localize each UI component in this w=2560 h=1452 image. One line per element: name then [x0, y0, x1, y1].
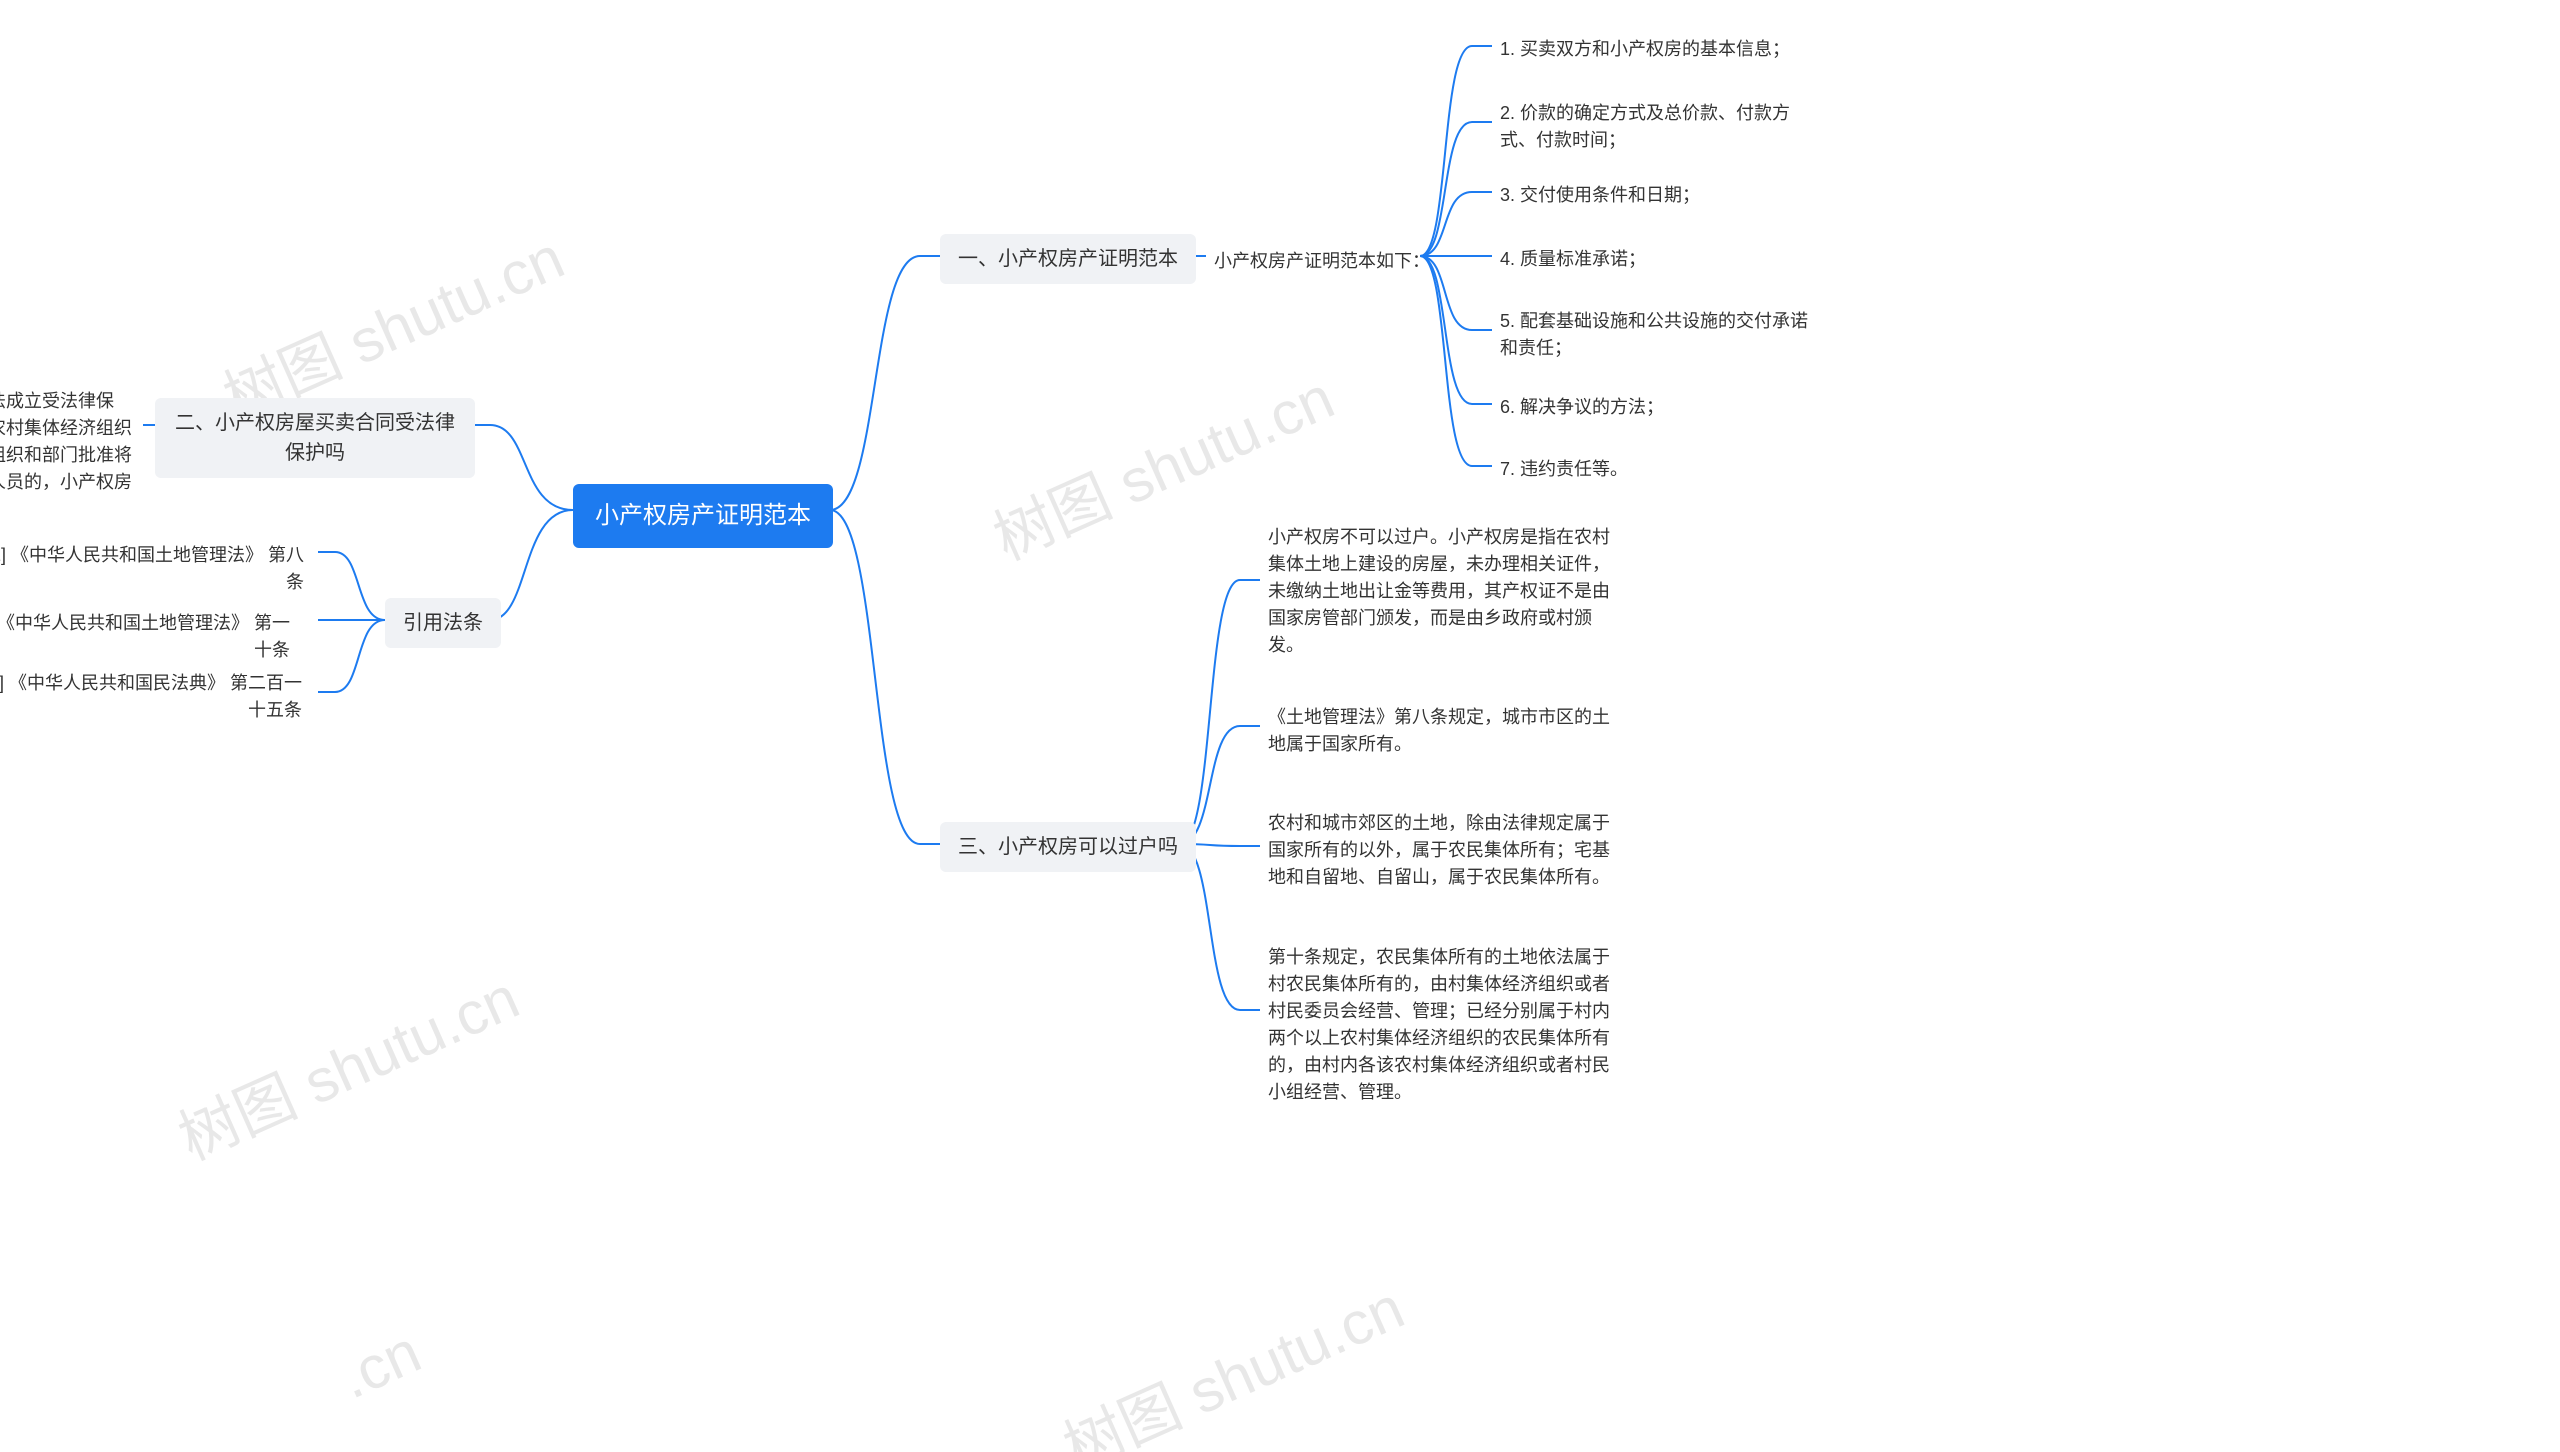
branch-section-1[interactable]: 一、小产权房产证明范本 — [940, 234, 1196, 284]
branch-label: 一、小产权房产证明范本 — [958, 248, 1178, 270]
branch-label: 二、小产权房屋买卖合同受法律保护吗 — [175, 412, 455, 464]
citation-item: [3] 《中华人民共和国民法典》 第二百一十五条 — [0, 666, 310, 728]
section-3-item: 第十条规定，农民集体所有的土地依法属于村农民集体所有的，由村集体经济组织或者村民… — [1260, 940, 1620, 1110]
branch-citations[interactable]: 引用法条 — [385, 598, 501, 648]
section-1-item: 6. 解决争议的方法； — [1492, 390, 1672, 425]
watermark: .cn — [329, 1317, 430, 1413]
section-2-text: 小产权房屋买卖合同依法成立受法律保护。发生在本乡范围内农村集体经济组织成员之间的… — [0, 384, 140, 527]
section-1-item: 4. 质量标准承诺； — [1492, 242, 1654, 277]
section-1-item: 3. 交付使用条件和日期； — [1492, 178, 1708, 213]
branch-label: 三、小产权房可以过户吗 — [958, 836, 1178, 858]
root-node[interactable]: 小产权房产证明范本 — [573, 484, 833, 548]
branch-label: 引用法条 — [403, 612, 483, 634]
section-1-item: 1. 买卖双方和小产权房的基本信息； — [1492, 32, 1798, 67]
section-3-item: 小产权房不可以过户。小产权房是指在农村集体土地上建设的房屋，未办理相关证件，未缴… — [1260, 520, 1620, 663]
branch-section-2[interactable]: 二、小产权房屋买卖合同受法律保护吗 — [155, 398, 475, 478]
citation-item: [1] 《中华人民共和国土地管理法》 第八条 — [0, 538, 312, 600]
watermark: 树图 shutu.cn — [163, 950, 530, 1177]
section-1-subtitle: 小产权房产证明范本如下： — [1206, 244, 1438, 279]
section-1-item: 2. 价款的确定方式及总价款、付款方式、付款时间； — [1492, 96, 1832, 158]
section-1-item: 5. 配套基础设施和公共设施的交付承诺和责任； — [1492, 304, 1832, 366]
section-3-item: 《土地管理法》第八条规定，城市市区的土地属于国家所有。 — [1260, 700, 1620, 762]
root-label: 小产权房产证明范本 — [595, 502, 811, 529]
branch-section-3[interactable]: 三、小产权房可以过户吗 — [940, 822, 1196, 872]
section-3-item: 农村和城市郊区的土地，除由法律规定属于国家所有的以外，属于农民集体所有；宅基地和… — [1260, 806, 1620, 895]
citation-item: [2] 《中华人民共和国土地管理法》 第一十条 — [0, 606, 298, 668]
section-1-item: 7. 违约责任等。 — [1492, 452, 1636, 487]
watermark: 树图 shutu.cn — [1048, 1260, 1415, 1452]
